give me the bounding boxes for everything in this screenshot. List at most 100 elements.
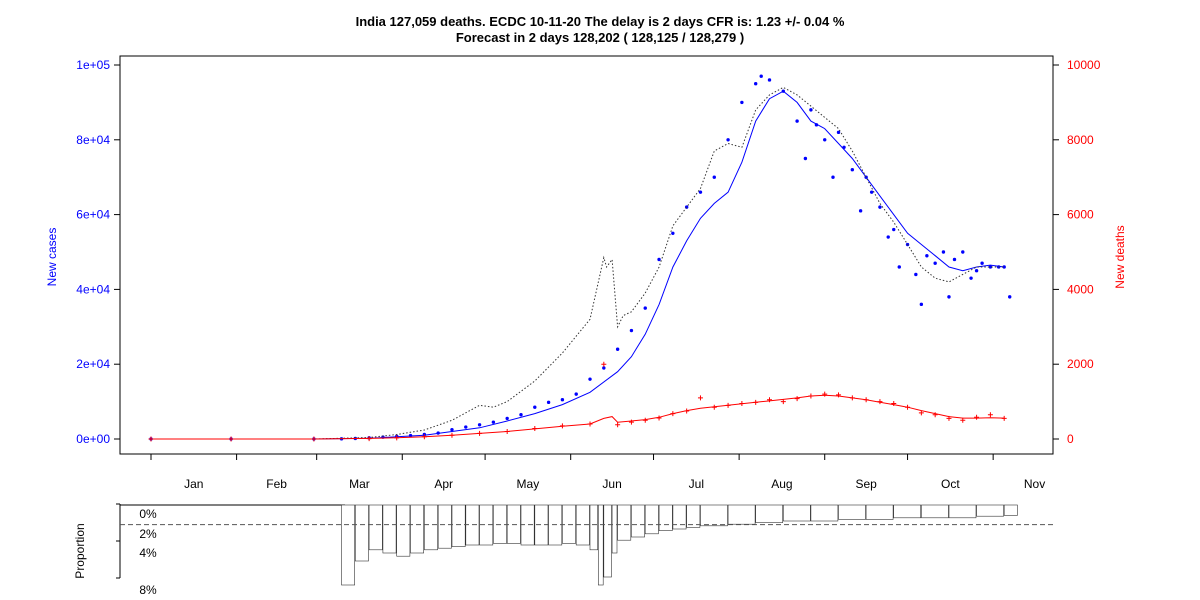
data-point xyxy=(726,138,730,142)
proportion-tick-label: 2% xyxy=(139,527,157,541)
proportion-bar xyxy=(368,504,383,551)
data-point xyxy=(892,227,896,232)
data-point xyxy=(759,74,763,78)
x-axis-month-label: Oct xyxy=(941,477,960,491)
data-point xyxy=(941,250,946,254)
left-axis-tick-label: 0e+00 xyxy=(76,432,110,446)
data-point xyxy=(697,395,703,401)
data-point xyxy=(615,422,621,428)
data-point xyxy=(850,168,855,172)
data-point xyxy=(450,427,454,432)
proportion-bar xyxy=(865,504,894,520)
data-point xyxy=(588,377,592,381)
data-point xyxy=(925,254,929,258)
data-point xyxy=(974,269,979,273)
data-point xyxy=(601,361,607,367)
data-point xyxy=(947,295,951,299)
proportion-bar xyxy=(589,504,598,551)
data-point xyxy=(794,396,800,402)
data-point xyxy=(974,414,980,420)
proportion-bar xyxy=(354,504,369,562)
chart-subtitle: Forecast in 2 days 128,202 ( 128,125 / 1… xyxy=(455,30,745,45)
left-axis-label: New cases xyxy=(45,228,59,287)
data-point xyxy=(918,410,924,416)
x-axis-month-label: Mar xyxy=(349,477,370,491)
x-axis-month-label: May xyxy=(517,477,540,491)
data-point xyxy=(961,250,965,254)
series-cases_daily xyxy=(149,74,1012,441)
data-point xyxy=(919,302,924,307)
proportion-panel: 0% 2% 4% 8% Proportion xyxy=(73,503,1053,597)
x-axis-month-label: Sep xyxy=(855,477,877,491)
data-point xyxy=(897,265,901,269)
left-axis-tick-label: 4e+04 xyxy=(76,282,110,296)
proportion-bar xyxy=(700,504,728,527)
data-point xyxy=(914,272,918,277)
proportion-bar xyxy=(782,504,811,522)
data-point xyxy=(858,209,863,213)
series-line xyxy=(151,86,1005,440)
proportion-tick-label: 4% xyxy=(139,546,157,560)
proportion-bar xyxy=(755,504,784,523)
data-point xyxy=(980,261,984,265)
proportion-tick-label: 8% xyxy=(139,583,157,597)
data-point xyxy=(988,265,993,269)
data-point xyxy=(932,412,938,418)
proportion-bar xyxy=(451,504,466,547)
proportion-bar xyxy=(893,504,922,519)
plot-frame xyxy=(119,55,1054,455)
x-axis-month-label: Nov xyxy=(1024,477,1045,491)
x-axis-month-label: Apr xyxy=(434,477,453,491)
right-axis-tick-label: 2000 xyxy=(1067,357,1094,371)
data-point xyxy=(519,412,523,417)
series-cases_smoothed xyxy=(151,90,1005,440)
left-axis-tick-label: 8e+04 xyxy=(76,133,110,147)
data-point xyxy=(712,175,716,179)
proportion-bar xyxy=(976,504,1004,517)
series-layer xyxy=(148,74,1012,442)
data-point xyxy=(886,235,890,239)
x-axis-month-label: Feb xyxy=(266,477,287,491)
data-point xyxy=(753,82,758,86)
proportion-bar xyxy=(437,504,452,549)
data-point xyxy=(869,190,874,194)
data-point xyxy=(505,416,509,421)
series-line xyxy=(151,90,1005,440)
x-axis-month-label: Aug xyxy=(771,477,792,491)
data-point xyxy=(671,231,675,235)
right-axis-tick-label: 4000 xyxy=(1067,282,1094,296)
left-axis-tick-label: 1e+05 xyxy=(76,58,110,72)
data-point xyxy=(960,417,966,423)
data-point xyxy=(831,175,835,179)
proportion-bar xyxy=(644,504,659,535)
proportion-bar xyxy=(838,504,866,520)
x-axis-month-label: Jun xyxy=(602,477,621,491)
proportion-bar xyxy=(948,504,977,519)
data-point xyxy=(464,425,468,429)
proportion-bars xyxy=(341,504,1018,586)
proportion-bar xyxy=(424,504,438,551)
data-point xyxy=(836,392,842,398)
data-point xyxy=(491,420,496,424)
data-point xyxy=(629,328,634,333)
plot-frame-layer xyxy=(119,55,1054,455)
data-point xyxy=(823,138,827,142)
proportion-axis-label: Proportion xyxy=(73,523,87,578)
data-point xyxy=(602,366,606,370)
data-point xyxy=(891,400,897,406)
data-point xyxy=(836,130,841,135)
x-axis-month-label: Jul xyxy=(689,477,704,491)
chart-title: India 127,059 deaths. ECDC 10-11-20 The … xyxy=(355,14,845,29)
right-axis-tick-label: 10000 xyxy=(1067,58,1101,72)
data-point xyxy=(533,405,537,409)
data-point xyxy=(684,205,689,209)
x-axis-month-label: Jan xyxy=(184,477,203,491)
data-point xyxy=(795,119,799,123)
data-point xyxy=(560,398,565,402)
proportion-bar xyxy=(597,504,604,586)
data-point xyxy=(952,257,957,262)
proportion-bar xyxy=(631,504,645,538)
data-point xyxy=(698,190,703,194)
proportion-bar xyxy=(603,504,612,578)
data-point xyxy=(767,78,772,82)
